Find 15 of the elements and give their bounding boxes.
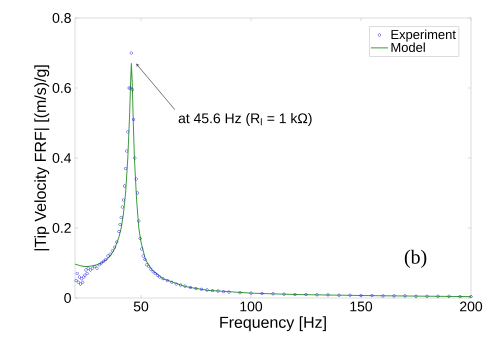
y-axis-title: |Tip Velocity FRF| [(m/s)/g] xyxy=(34,65,50,250)
y-tick-label: 0.2 xyxy=(52,223,71,233)
x-tick-label: 100 xyxy=(240,302,262,312)
x-tick-label: 200 xyxy=(460,302,482,312)
annotation: at 45.6 Hz (R$_{l}$ = 1 kΩ) xyxy=(178,113,312,126)
y-tick-label: 0.6 xyxy=(52,83,71,93)
y-tick-label: 0.8 xyxy=(52,13,71,23)
annotation: (b) xyxy=(404,250,426,268)
legend-label: Experiment xyxy=(391,30,456,42)
legend-label: Model xyxy=(391,42,425,52)
x-tick-label: 150 xyxy=(350,302,372,312)
x-axis-title: Frequency [Hz] xyxy=(220,316,326,332)
y-tick-label: 0 xyxy=(64,293,71,303)
y-tick-label: 0.4 xyxy=(52,153,72,163)
x-tick-label: 50 xyxy=(134,302,148,312)
